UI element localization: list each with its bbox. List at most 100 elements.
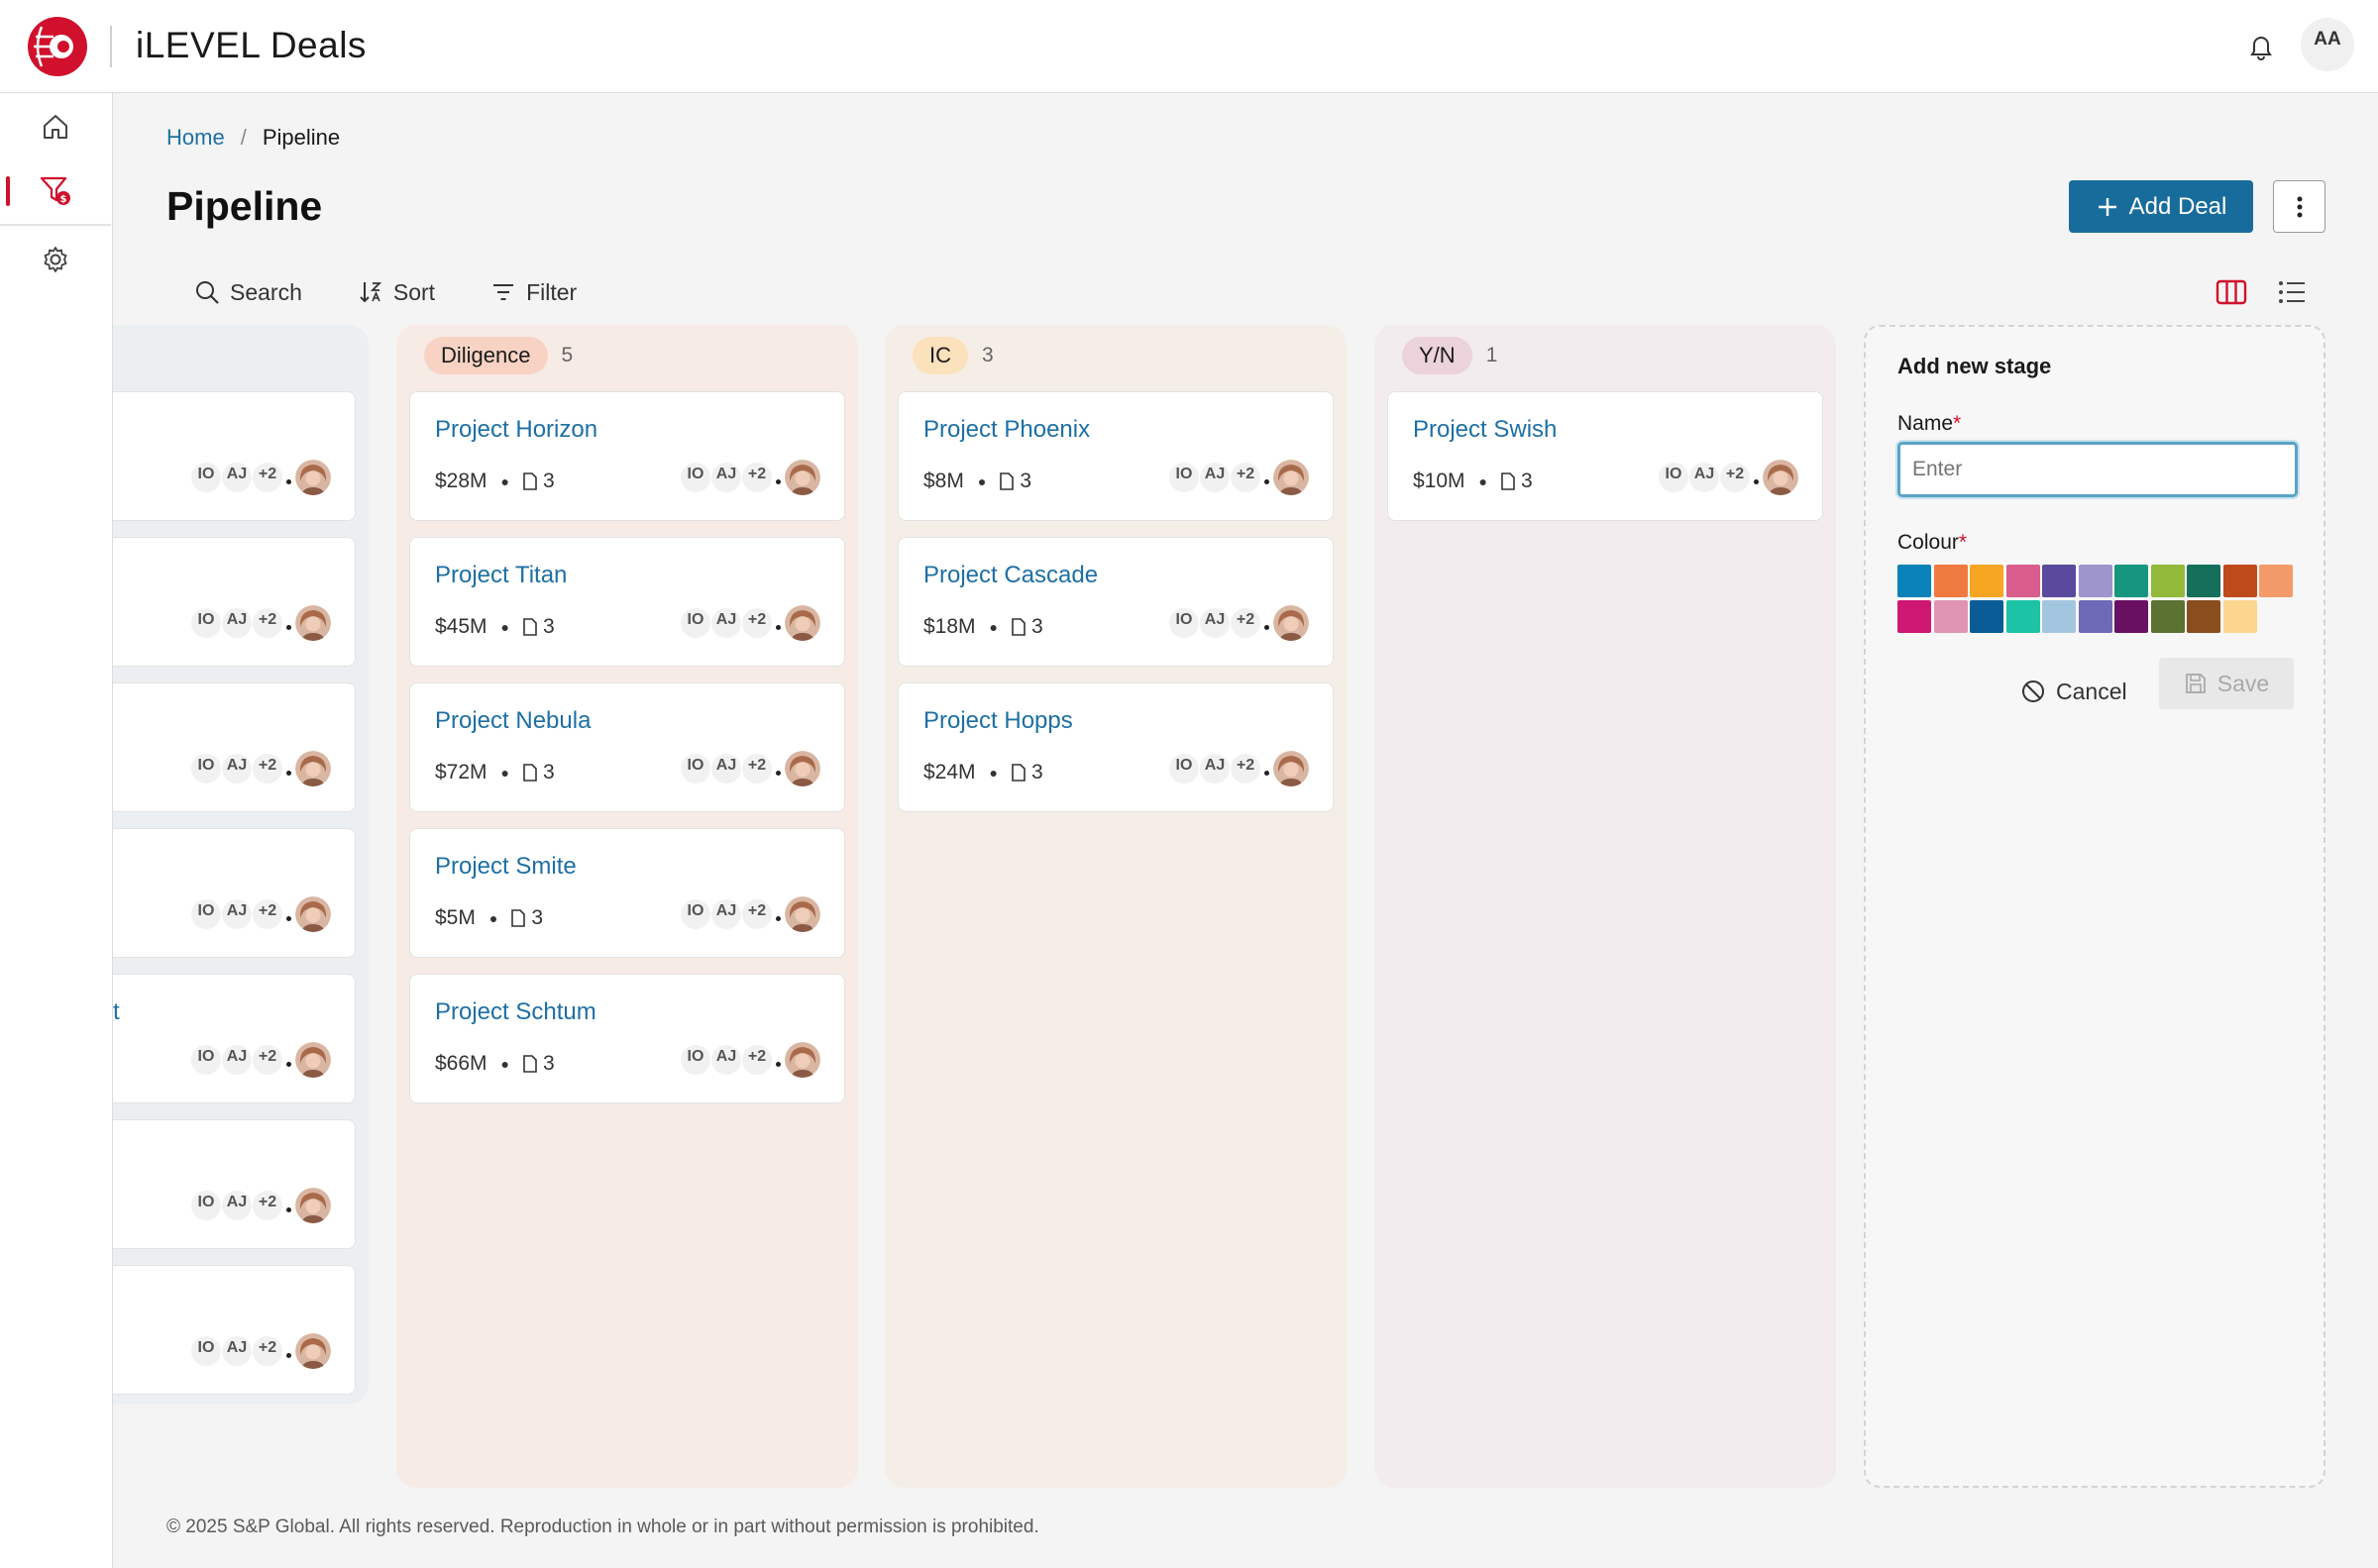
deal-card[interactable]: Project Cascade $18M ● 3 IO AJ +2 — [898, 537, 1334, 667]
nav-item-settings[interactable] — [0, 232, 111, 287]
colour-swatch[interactable] — [2078, 599, 2112, 633]
pipeline-filter-icon: $ — [40, 176, 70, 205]
colour-swatch[interactable] — [2150, 565, 2185, 597]
deal-meta: $72M ● 3 — [435, 761, 555, 784]
colour-swatch[interactable] — [2150, 599, 2185, 633]
user-avatar[interactable]: AA — [2301, 18, 2354, 71]
colour-swatch[interactable] — [1933, 599, 1968, 633]
separator-dot: ● — [500, 1056, 509, 1072]
deal-card[interactable]: IO AJ +2 — [113, 1119, 356, 1249]
deal-card[interactable]: Project Phoenix $8M ● 3 IO AJ +2 — [898, 391, 1334, 521]
deal-title: Project Swish — [1413, 416, 1558, 443]
sort-button[interactable]: Sort — [358, 279, 435, 306]
person-chip: AJ — [1200, 463, 1230, 492]
deal-card[interactable]: Project Smite $5M ● 3 IO AJ +2 — [409, 828, 845, 958]
sort-label: Sort — [392, 278, 436, 305]
separator-dot: ● — [500, 765, 509, 781]
breadcrumb-separator: / — [240, 125, 247, 150]
search-icon — [196, 281, 219, 304]
more-vertical-icon — [2297, 196, 2302, 217]
stage-pill[interactable]: Y/N — [1402, 337, 1472, 374]
deal-value: $28M — [435, 470, 487, 492]
deal-docs: 3 — [1000, 470, 1031, 493]
colour-swatch[interactable] — [1970, 565, 2003, 597]
deal-card[interactable]: IO AJ +2 — [113, 828, 356, 958]
owner-avatar — [295, 1042, 331, 1078]
colour-swatch[interactable] — [2222, 565, 2257, 597]
breadcrumb-home-link[interactable]: Home — [166, 125, 225, 150]
save-button[interactable]: Save — [2159, 658, 2294, 709]
stage-count: 3 — [982, 344, 994, 366]
bell-icon[interactable] — [2245, 31, 2277, 62]
deal-title: Project Titan — [435, 562, 568, 588]
deal-value: $45M — [435, 615, 487, 638]
deal-title: Project Smite — [435, 853, 577, 880]
owner-avatar — [295, 896, 331, 932]
deal-card[interactable]: Project Schtum $66M ● 3 IO AJ +2 — [409, 974, 845, 1103]
colour-swatch[interactable] — [2259, 565, 2293, 597]
colour-swatch[interactable] — [2005, 565, 2040, 597]
deal-card[interactable]: Project Hopps $24M ● 3 IO AJ +2 — [898, 682, 1334, 812]
person-chip-more: +2 — [253, 1045, 282, 1075]
cancel-button[interactable]: Cancel — [2020, 668, 2135, 715]
page-title: Pipeline — [166, 183, 323, 229]
separator-dot — [1754, 478, 1759, 484]
colour-swatch[interactable] — [2042, 599, 2076, 633]
list-view-icon[interactable] — [2277, 278, 2307, 306]
colour-swatch[interactable] — [2042, 565, 2076, 597]
nav-item-home[interactable] — [0, 99, 111, 155]
colour-swatch[interactable] — [1970, 599, 2003, 633]
colour-swatch[interactable] — [2187, 565, 2220, 597]
person-chip-more: +2 — [253, 608, 282, 638]
colour-swatch[interactable] — [2187, 599, 2220, 633]
search-button[interactable]: Search — [194, 279, 302, 306]
app-logo-icon[interactable] — [26, 15, 89, 78]
colour-swatch[interactable] — [2078, 565, 2112, 597]
owner-avatar — [1763, 460, 1798, 495]
person-chip: IO — [191, 608, 221, 638]
person-chip: IO — [681, 463, 710, 492]
deal-meta: $66M ● 3 — [435, 1052, 555, 1076]
deal-title: Project Cascade — [923, 562, 1099, 588]
deal-card[interactable]: Project Titan $45M ● 3 IO AJ +2 — [409, 537, 845, 667]
owner-avatar — [785, 605, 820, 641]
filter-icon — [493, 284, 514, 300]
deal-card[interactable]: Project Swish $10M ● 3 IO AJ +2 — [1387, 391, 1823, 521]
deal-card[interactable]: Project Nebula $72M ● 3 IO AJ +2 — [409, 682, 845, 812]
stage-pill[interactable]: Diligence — [424, 337, 548, 374]
separator-dot — [776, 770, 781, 776]
colour-swatch[interactable] — [1897, 599, 1931, 633]
toolbar: Search Sort Filter — [194, 275, 577, 309]
column-header: Diligence 5 — [424, 337, 573, 374]
person-chip-more: +2 — [742, 463, 772, 492]
colour-swatch[interactable] — [2005, 599, 2040, 633]
nav-item-pipeline[interactable]: $ — [0, 162, 111, 218]
colour-label: Colour* — [1897, 531, 1967, 555]
breadcrumb: Home / Pipeline — [166, 125, 340, 151]
filter-button[interactable]: Filter — [490, 279, 577, 306]
owner-avatar — [785, 1042, 820, 1078]
colour-swatch[interactable] — [1933, 565, 1968, 597]
stage-name-input[interactable] — [1897, 442, 2298, 497]
deal-card[interactable]: IO AJ +2 — [113, 391, 356, 521]
deal-card[interactable]: IO AJ +2 — [113, 1265, 356, 1395]
document-icon — [523, 1055, 537, 1073]
deal-card[interactable]: IO AJ +2 — [113, 537, 356, 667]
filter-label: Filter — [526, 278, 578, 305]
deal-meta: $18M ● 3 — [923, 615, 1043, 639]
more-options-button[interactable] — [2273, 180, 2325, 233]
deal-card[interactable]: t IO AJ +2 — [113, 974, 356, 1103]
deal-card[interactable]: IO AJ +2 — [113, 682, 356, 812]
deal-people: IO AJ +2 — [190, 460, 331, 495]
colour-swatch[interactable] — [2222, 599, 2257, 633]
separator-dot — [286, 1206, 291, 1212]
board-view-icon[interactable] — [2216, 277, 2247, 307]
colour-swatch[interactable] — [2114, 565, 2148, 597]
colour-swatch[interactable] — [2114, 599, 2148, 633]
colour-swatch[interactable] — [1897, 565, 1931, 597]
add-deal-button[interactable]: Add Deal — [2069, 180, 2253, 233]
doc-count: 3 — [531, 906, 544, 929]
separator-dot — [1264, 624, 1269, 630]
stage-pill[interactable]: IC — [913, 337, 968, 374]
deal-card[interactable]: Project Horizon $28M ● 3 IO AJ +2 — [409, 391, 845, 521]
